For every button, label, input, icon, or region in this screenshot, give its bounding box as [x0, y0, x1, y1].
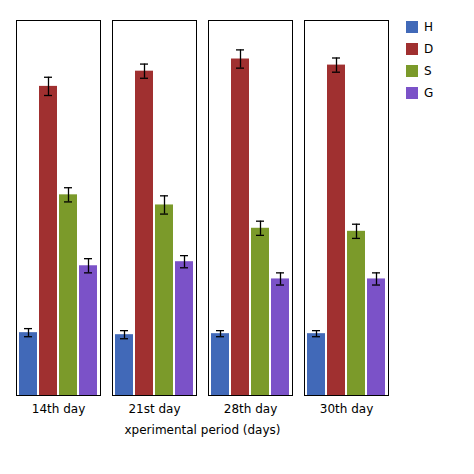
svg-text:28th day: 28th day — [224, 402, 277, 416]
html-text:D: D — [424, 42, 434, 56]
svg-text:21st day: 21st day — [128, 402, 180, 416]
html-text:H: H — [424, 20, 433, 34]
html-text:G: G — [424, 86, 434, 100]
html-text:S: S — [424, 64, 432, 78]
svg-text:xperimental period (days): xperimental period (days) — [125, 423, 281, 437]
svg-text:14th day: 14th day — [32, 402, 85, 416]
svg-text:30th day: 30th day — [320, 402, 373, 416]
